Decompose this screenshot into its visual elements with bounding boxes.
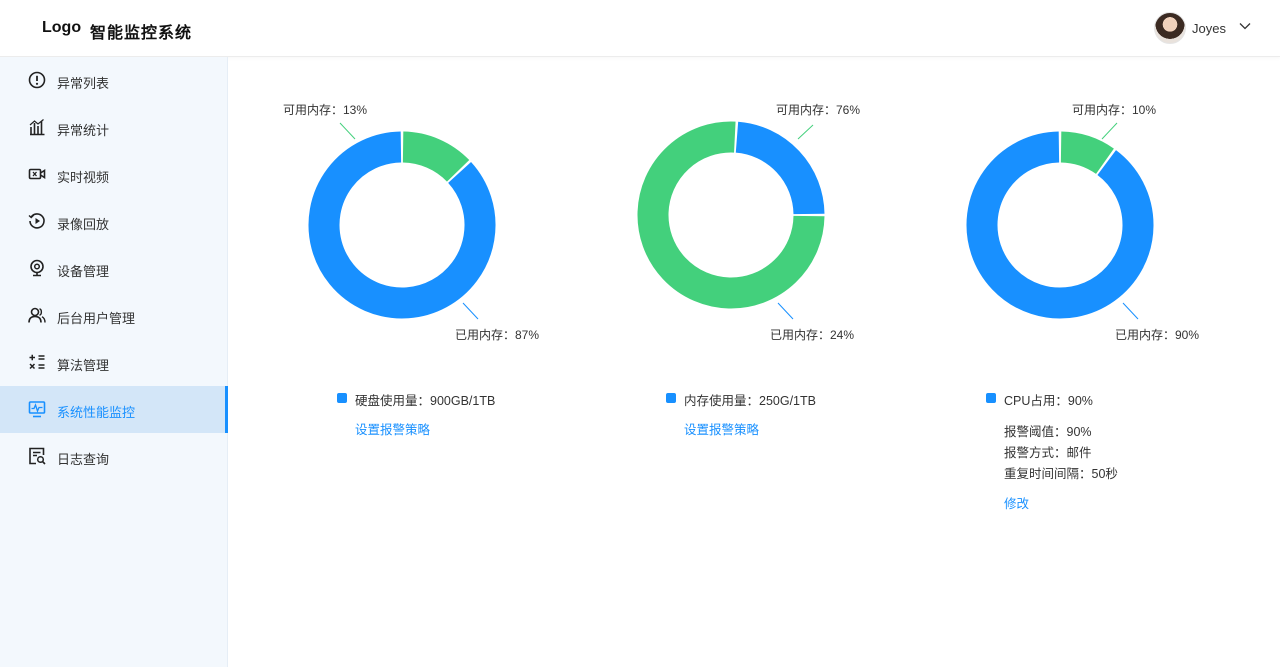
available-memory-label: 可用内存：13% — [283, 103, 368, 117]
chevron-down-icon[interactable] — [1238, 19, 1252, 33]
used-memory-label: 已用内存：90% — [1115, 328, 1200, 342]
alarm-method: 报警方式：邮件 — [1004, 446, 1092, 460]
legend-marker — [986, 393, 996, 403]
username[interactable]: Joyes — [1192, 21, 1226, 36]
set-alarm-policy-link[interactable]: 设置报警策略 — [355, 423, 431, 437]
video-camera-icon — [28, 168, 46, 180]
used-segment — [966, 131, 1154, 319]
used-leader-line — [1122, 302, 1139, 320]
cpu-donut-chart — [966, 122, 1154, 320]
sidebar-item-playback[interactable]: 录像回放 — [0, 198, 228, 245]
sidebar-item-device-management[interactable]: 设备管理 — [0, 245, 228, 292]
sidebar-item-live-video[interactable]: 实时视频 — [0, 151, 228, 198]
users-icon — [28, 307, 46, 323]
available-leader-line — [1101, 122, 1118, 140]
available-segment — [402, 131, 470, 183]
webcam-icon — [30, 259, 44, 277]
sidebar: 异常列表 异常统计 实时视频 录像回放 设备管理 — [0, 57, 228, 667]
available-leader-line — [797, 124, 814, 140]
sidebar-item-label: 异常统计 — [57, 123, 110, 138]
main-content: 可用内存：13% 已用内存：87% 硬盘使用量：900GB/1TB 设置报警策略… — [228, 57, 1280, 667]
used-segment — [735, 121, 825, 215]
used-leader-line — [777, 302, 794, 320]
bar-chart-icon — [29, 119, 45, 136]
logo[interactable]: Logo — [42, 19, 82, 36]
sidebar-item-log-query[interactable]: 日志查询 — [0, 433, 228, 480]
sidebar-item-label: 异常列表 — [57, 76, 110, 91]
set-alarm-policy-link[interactable]: 设置报警策略 — [684, 423, 760, 437]
donut-segments — [308, 131, 496, 319]
disk-usage-legend: 硬盘使用量：900GB/1TB — [355, 394, 496, 408]
used-memory-label: 已用内存：87% — [455, 328, 540, 342]
used-leader-line — [462, 302, 479, 320]
sidebar-item-label: 日志查询 — [57, 452, 110, 467]
used-memory-label: 已用内存：24% — [770, 328, 855, 342]
memory-donut-chart — [637, 121, 825, 320]
sidebar-item-exception-list[interactable]: 异常列表 — [0, 57, 228, 104]
exclamation-circle-icon — [28, 71, 46, 89]
playback-icon — [28, 213, 45, 229]
available-memory-label: 可用内存：76% — [776, 103, 861, 117]
log-search-icon — [29, 447, 46, 465]
memory-usage-legend: 内存使用量：250G/1TB — [684, 394, 816, 408]
cpu-usage-panel: 可用内存：10% 已用内存：90% CPU占用：90% 报警阈值：90% 报警方… — [926, 57, 1256, 617]
sidebar-item-label: 算法管理 — [57, 358, 110, 373]
disk-usage-panel: 可用内存：13% 已用内存：87% 硬盘使用量：900GB/1TB 设置报警策略 — [268, 57, 598, 617]
repeat-interval: 重复时间间隔：50秒 — [1004, 467, 1118, 481]
alarm-threshold: 报警阈值：90% — [1004, 425, 1092, 439]
donut-segments — [966, 131, 1154, 319]
memory-usage-panel: 可用内存：76% 已用内存：24% 内存使用量：250G/1TB 设置报警策略 — [597, 57, 927, 617]
donut-segments — [637, 121, 825, 309]
sidebar-item-backend-users[interactable]: 后台用户管理 — [0, 292, 228, 339]
sidebar-item-exception-stats[interactable]: 异常统计 — [0, 104, 228, 151]
sidebar-item-label: 后台用户管理 — [57, 311, 136, 326]
legend-marker — [337, 393, 347, 403]
sidebar-item-label: 实时视频 — [57, 170, 110, 185]
app-title: 智能监控系统 — [90, 25, 193, 42]
sidebar-item-algorithm-management[interactable]: 算法管理 — [0, 339, 228, 386]
available-segment — [637, 121, 825, 309]
disk-donut-chart — [308, 122, 496, 320]
available-segment — [1060, 131, 1114, 175]
user-menu[interactable]: Joyes — [1140, 12, 1280, 46]
sidebar-item-label: 录像回放 — [57, 217, 110, 232]
top-bar: Logo 智能监控系统 Joyes — [0, 0, 1280, 57]
sidebar-item-system-performance[interactable]: 系统性能监控 — [0, 386, 228, 433]
avatar[interactable] — [1154, 12, 1186, 44]
monitor-pulse-icon — [28, 401, 46, 418]
edit-link[interactable]: 修改 — [1004, 497, 1030, 511]
sidebar-item-label: 设备管理 — [57, 264, 110, 279]
calculator-icon — [29, 354, 45, 370]
sidebar-item-label: 系统性能监控 — [57, 405, 136, 420]
legend-marker — [666, 393, 676, 403]
available-leader-line — [339, 122, 356, 140]
used-segment — [308, 131, 496, 319]
cpu-usage-legend: CPU占用：90% — [1004, 394, 1093, 408]
available-memory-label: 可用内存：10% — [1072, 103, 1157, 117]
